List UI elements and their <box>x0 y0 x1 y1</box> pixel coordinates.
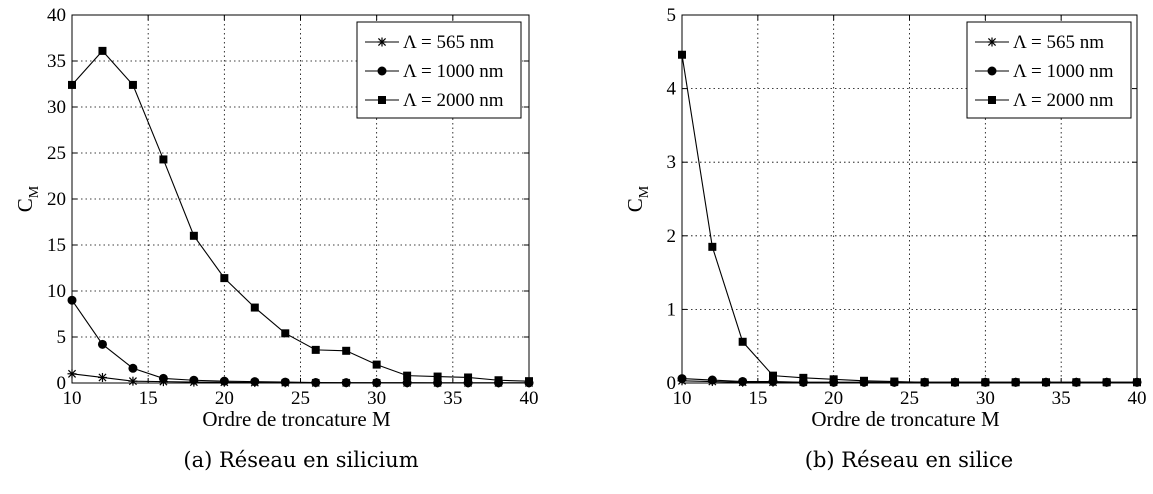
data-point-square <box>159 155 168 164</box>
legend-entry: Λ = 565 nm <box>403 32 494 53</box>
data-point-square <box>372 360 381 369</box>
data-point-circle <box>707 375 717 385</box>
x-tick-label: 20 <box>215 388 234 409</box>
caption: (b) Réseau en silice <box>805 448 1013 472</box>
data-point-square <box>1011 378 1020 387</box>
legend-entry: Λ = 565 nm <box>1013 32 1104 53</box>
chart-silice: 10 15 20 25 30 35 40 0 1 2 3 4 5 Ordre de troncature … <box>623 5 1147 472</box>
legend-entry: Λ = 2000 nm <box>403 90 504 111</box>
y-tick-label: 1 <box>667 299 677 320</box>
data-point-square <box>890 377 899 386</box>
x-tick-label: 30 <box>976 388 995 409</box>
y-tick-label: 35 <box>47 51 66 72</box>
y-tick-label: 15 <box>47 235 66 256</box>
y-axis-label-sub: M <box>637 185 652 198</box>
data-point-square <box>769 371 777 380</box>
y-tick-label: 30 <box>47 97 66 118</box>
data-point-star <box>128 376 138 386</box>
series-line-2 <box>681 54 1137 383</box>
data-point-square <box>464 373 473 382</box>
y-tick-label: 0 <box>667 373 677 394</box>
data-point-circle <box>158 373 168 383</box>
x-tick-label: 35 <box>1052 388 1071 409</box>
axes-frame <box>681 14 1138 384</box>
x-axis-label: Ordre de troncature M <box>811 407 1000 431</box>
x-tick-label: 40 <box>520 388 539 409</box>
legend-marker-circle <box>377 66 387 76</box>
y-axis-label-sub: M <box>27 185 42 198</box>
data-point-square <box>220 274 229 283</box>
y-tick-label: 40 <box>47 5 66 26</box>
y-tick-label: 25 <box>47 143 66 164</box>
legend-marker-circle <box>987 66 997 76</box>
data-point-circle <box>280 377 290 387</box>
data-point-square <box>799 373 808 382</box>
legend-entry: Λ = 1000 nm <box>403 61 504 82</box>
data-point-circle <box>738 377 748 387</box>
legend-marker-star <box>377 37 387 47</box>
x-tick-label: 10 <box>673 388 692 409</box>
y-axis-label: CM <box>13 185 42 212</box>
data-point-square <box>494 376 503 385</box>
caption: (a) Réseau en silicium <box>183 448 418 472</box>
data-point-square <box>920 378 929 387</box>
x-tick-label: 20 <box>824 388 843 409</box>
x-tick-label: 40 <box>1128 388 1147 409</box>
data-point-square <box>860 376 868 385</box>
x-tick-label: 10 <box>63 388 82 409</box>
data-point-circle <box>189 375 199 385</box>
data-point-square <box>98 46 107 55</box>
data-point-square <box>708 242 717 251</box>
data-point-square <box>128 80 137 89</box>
data-point-circle <box>97 339 107 349</box>
y-tick-label: 0 <box>57 373 67 394</box>
x-axis-label: Ordre de troncature M <box>202 407 391 431</box>
x-tick-label: 35 <box>443 388 462 409</box>
data-point-circle <box>128 363 138 373</box>
y-axis-label-main: C <box>13 198 37 212</box>
data-point-square <box>189 231 198 240</box>
data-point-square <box>738 337 747 346</box>
series-line-2 <box>71 50 530 382</box>
y-axis-label-main: C <box>623 198 647 212</box>
x-tick-label: 15 <box>139 388 158 409</box>
chart-silicium: 10 15 20 25 30 35 40 0 5 10 15 20 25 30 35 40 Ordre de t… <box>13 5 539 472</box>
data-point-star <box>97 372 107 382</box>
y-tick-label: 5 <box>57 327 67 348</box>
legend-marker-star <box>987 37 997 47</box>
data-point-square <box>1042 378 1050 387</box>
data-point-square <box>403 371 412 380</box>
data-point-square <box>981 378 990 387</box>
data-point-square <box>342 346 351 355</box>
y-tick-label: 20 <box>47 189 66 210</box>
y-tick-label: 10 <box>47 281 66 302</box>
data-point-square <box>1102 378 1111 387</box>
data-point-circle <box>219 376 229 386</box>
y-axis-label: CM <box>623 185 652 212</box>
axes-frame <box>71 14 530 384</box>
y-tick-label: 2 <box>667 226 677 247</box>
legend-entry: Λ = 1000 nm <box>1013 61 1114 82</box>
data-point-circle <box>250 377 260 387</box>
legend-marker-square <box>378 96 386 104</box>
data-point-square <box>433 372 442 381</box>
data-point-square <box>829 375 838 384</box>
y-tick-label: 5 <box>667 5 677 26</box>
x-tick-label: 25 <box>900 388 919 409</box>
x-tick-label: 25 <box>291 388 310 409</box>
data-point-square <box>1072 378 1081 387</box>
data-point-square <box>311 345 320 354</box>
data-point-square <box>951 378 959 387</box>
legend-entry: Λ = 2000 nm <box>1013 90 1114 111</box>
data-point-square <box>281 329 290 338</box>
y-tick-label: 4 <box>667 79 677 100</box>
x-tick-label: 15 <box>748 388 767 409</box>
x-tick-label: 30 <box>367 388 386 409</box>
legend-marker-square <box>988 96 996 104</box>
data-point-square <box>250 303 259 312</box>
y-tick-label: 3 <box>667 152 677 173</box>
